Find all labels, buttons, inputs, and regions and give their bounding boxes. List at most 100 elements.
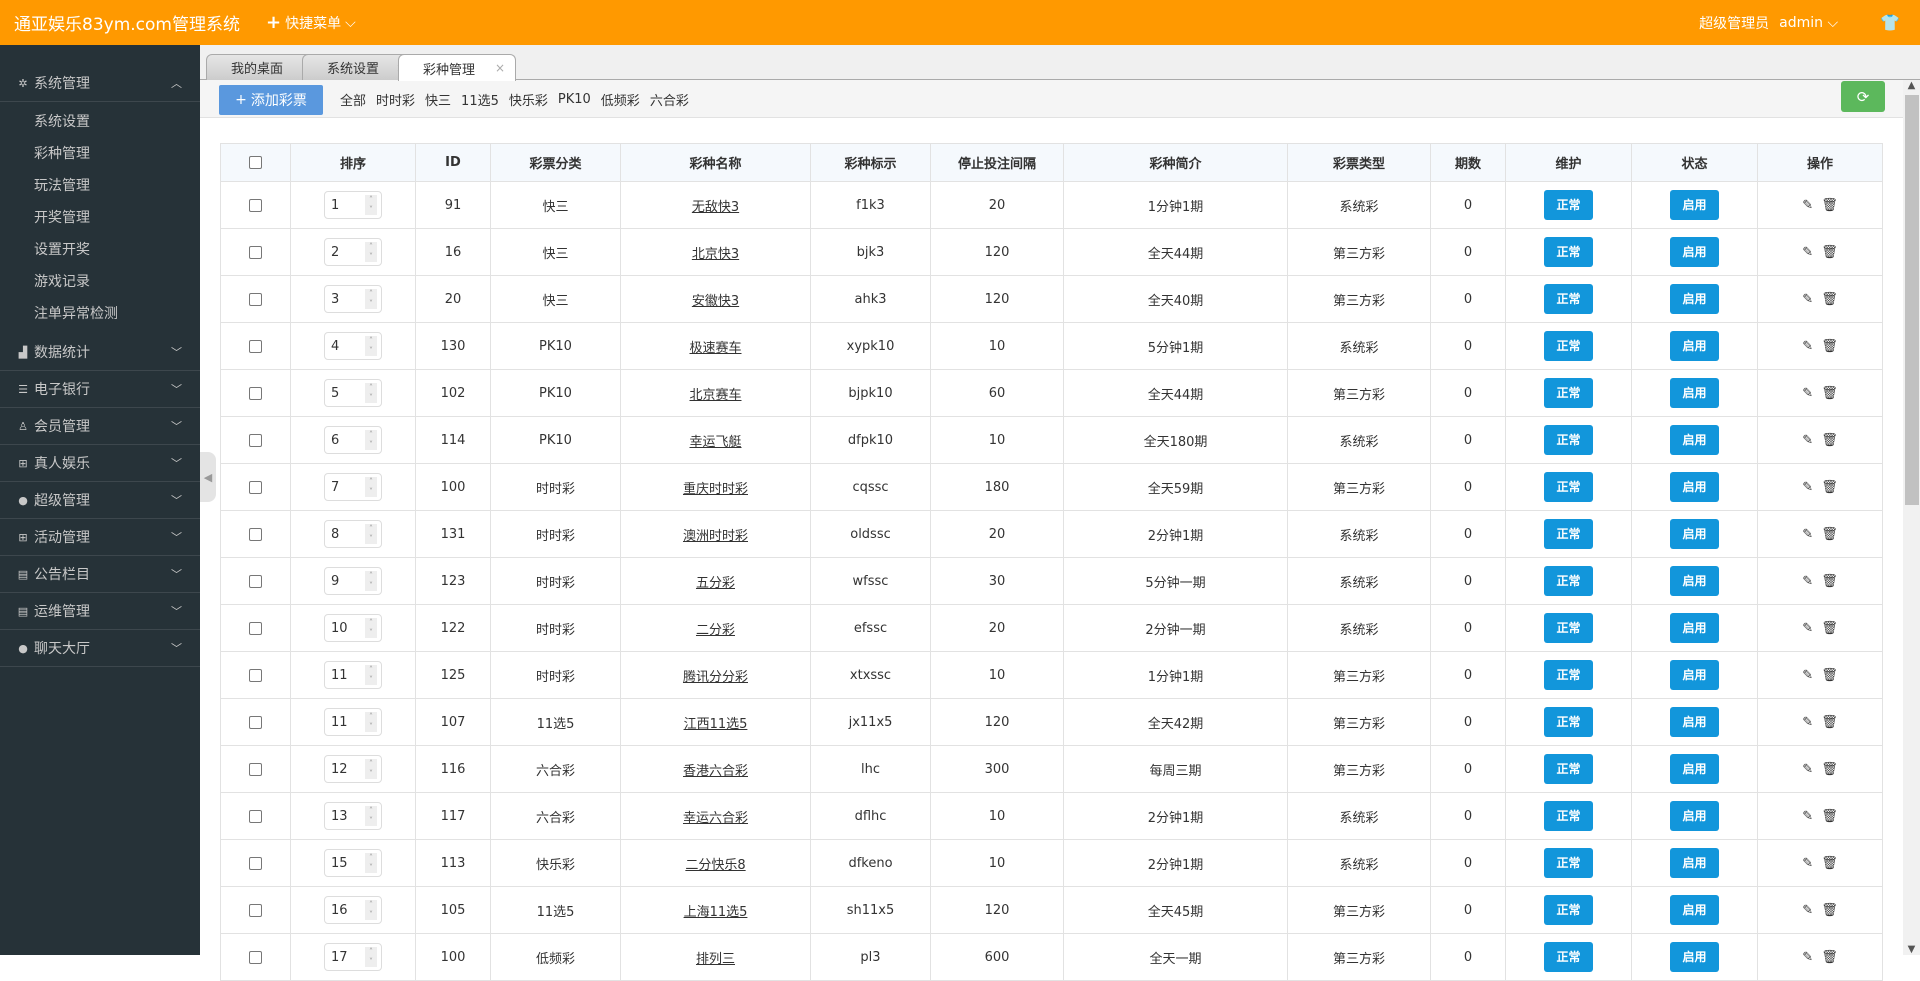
row-checkbox[interactable] (249, 433, 262, 447)
edit-icon[interactable]: ✎ (1802, 432, 1814, 448)
edit-icon[interactable]: ✎ (1802, 244, 1814, 260)
edit-icon[interactable]: ✎ (1802, 902, 1814, 918)
quick-menu-button[interactable]: + 快捷菜单 ⌵ (266, 12, 356, 33)
sort-order-input[interactable]: 4 ˄ ˅ (324, 332, 382, 360)
maintain-button[interactable]: 正常 (1544, 425, 1593, 455)
stepper-icon[interactable]: ˄ ˅ (365, 430, 377, 450)
lottery-name-link[interactable]: 香港六合彩 (682, 763, 748, 779)
maintain-button[interactable]: 正常 (1544, 660, 1593, 690)
trash-icon[interactable]: 🗑 (1821, 197, 1838, 213)
status-button[interactable]: 启用 (1670, 801, 1719, 831)
status-button[interactable]: 启用 (1670, 660, 1719, 690)
trash-icon[interactable]: 🗑 (1821, 479, 1838, 495)
status-button[interactable]: 启用 (1670, 848, 1719, 878)
user-menu[interactable]: admin ⌵ (1779, 15, 1838, 31)
maintain-button[interactable]: 正常 (1544, 472, 1593, 502)
sort-order-input[interactable]: 9 ˄ ˅ (324, 567, 382, 595)
stepper-icon[interactable]: ˄ ˅ (365, 571, 377, 591)
stepper-icon[interactable]: ˄ ˅ (365, 618, 377, 638)
trash-icon[interactable]: 🗑 (1821, 808, 1838, 824)
sort-order-input[interactable]: 15 ˄ ˅ (324, 849, 382, 877)
trash-icon[interactable]: 🗑 (1821, 573, 1838, 589)
edit-icon[interactable]: ✎ (1802, 338, 1814, 354)
row-checkbox[interactable] (249, 621, 262, 635)
sort-order-input[interactable]: 12 ˄ ˅ (324, 755, 382, 783)
row-checkbox[interactable] (249, 762, 262, 776)
stepper-icon[interactable]: ˄ ˅ (365, 665, 377, 685)
close-icon[interactable]: × (494, 61, 505, 75)
edit-icon[interactable]: ✎ (1802, 667, 1814, 683)
edit-icon[interactable]: ✎ (1802, 949, 1814, 965)
maintain-button[interactable]: 正常 (1544, 284, 1593, 314)
edit-icon[interactable]: ✎ (1802, 197, 1814, 213)
sidebar-item[interactable]: 玩法管理 (34, 178, 90, 194)
sort-order-input[interactable]: 11 ˄ ˅ (324, 708, 382, 736)
maintain-button[interactable]: 正常 (1544, 942, 1593, 972)
vertical-scrollbar[interactable]: ▲ ▼ (1903, 80, 1920, 955)
lottery-name-link[interactable]: 幸运六合彩 (682, 810, 748, 826)
lottery-name-link[interactable]: 北京快3 (691, 246, 740, 262)
sidebar-group-7[interactable]: ▤ 公告栏目 ﹀ (0, 556, 200, 593)
sort-order-input[interactable]: 10 ˄ ˅ (324, 614, 382, 642)
sort-order-input[interactable]: 5 ˄ ˅ (324, 379, 382, 407)
filter-0[interactable]: 全部 (340, 93, 367, 109)
scroll-down-icon[interactable]: ▼ (1907, 944, 1916, 955)
trash-icon[interactable]: 🗑 (1821, 526, 1838, 542)
row-checkbox[interactable] (249, 198, 262, 212)
edit-icon[interactable]: ✎ (1802, 855, 1814, 871)
sidebar-group-1[interactable]: ▟ 数据统计 ﹀ (0, 334, 200, 371)
status-button[interactable]: 启用 (1670, 284, 1719, 314)
stepper-icon[interactable]: ˄ ˅ (365, 900, 377, 920)
add-lottery-button[interactable]: + 添加彩票 (219, 85, 323, 115)
lottery-name-link[interactable]: 二分彩 (695, 622, 735, 638)
row-checkbox[interactable] (249, 574, 262, 588)
theme-shirt-icon[interactable]: 👕 (1880, 13, 1900, 32)
lottery-name-link[interactable]: 二分快乐8 (685, 857, 746, 873)
sort-order-input[interactable]: 7 ˄ ˅ (324, 473, 382, 501)
sort-order-input[interactable]: 16 ˄ ˅ (324, 896, 382, 924)
status-button[interactable]: 启用 (1670, 707, 1719, 737)
stepper-icon[interactable]: ˄ ˅ (365, 759, 377, 779)
select-all-checkbox[interactable] (249, 156, 262, 169)
trash-icon[interactable]: 🗑 (1821, 432, 1838, 448)
row-checkbox[interactable] (249, 668, 262, 682)
row-checkbox[interactable] (249, 715, 262, 729)
trash-icon[interactable]: 🗑 (1821, 385, 1838, 401)
trash-icon[interactable]: 🗑 (1821, 949, 1838, 965)
status-button[interactable]: 启用 (1670, 613, 1719, 643)
sidebar-group-4[interactable]: ⊞ 真人娱乐 ﹀ (0, 445, 200, 482)
row-checkbox[interactable] (249, 950, 262, 964)
sort-order-input[interactable]: 11 ˄ ˅ (324, 661, 382, 689)
edit-icon[interactable]: ✎ (1802, 761, 1814, 777)
scrollbar-thumb[interactable] (1905, 95, 1919, 505)
lottery-name-link[interactable]: 上海11选5 (683, 904, 748, 920)
sidebar-group-6[interactable]: ⊞ 活动管理 ﹀ (0, 519, 200, 556)
sort-order-input[interactable]: 13 ˄ ˅ (324, 802, 382, 830)
sort-order-input[interactable]: 3 ˄ ˅ (324, 285, 382, 313)
status-button[interactable]: 启用 (1670, 942, 1719, 972)
trash-icon[interactable]: 🗑 (1821, 291, 1838, 307)
status-button[interactable]: 启用 (1670, 425, 1719, 455)
row-checkbox[interactable] (249, 809, 262, 823)
sidebar-item[interactable]: 彩种管理 (34, 146, 90, 162)
lottery-name-link[interactable]: 安徽快3 (691, 293, 740, 309)
lottery-name-link[interactable]: 幸运飞艇 (689, 434, 742, 450)
sidebar-item[interactable]: 开奖管理 (34, 210, 90, 226)
edit-icon[interactable]: ✎ (1802, 385, 1814, 401)
maintain-button[interactable]: 正常 (1544, 848, 1593, 878)
lottery-name-link[interactable]: 北京赛车 (689, 387, 742, 403)
sort-order-input[interactable]: 17 ˄ ˅ (324, 943, 382, 971)
lottery-name-link[interactable]: 腾讯分分彩 (682, 669, 748, 685)
maintain-button[interactable]: 正常 (1544, 801, 1593, 831)
trash-icon[interactable]: 🗑 (1821, 244, 1838, 260)
maintain-button[interactable]: 正常 (1544, 190, 1593, 220)
maintain-button[interactable]: 正常 (1544, 754, 1593, 784)
edit-icon[interactable]: ✎ (1802, 291, 1814, 307)
stepper-icon[interactable]: ˄ ˅ (365, 524, 377, 544)
trash-icon[interactable]: 🗑 (1821, 667, 1838, 683)
stepper-icon[interactable]: ˄ ˅ (365, 853, 377, 873)
status-button[interactable]: 启用 (1670, 378, 1719, 408)
trash-icon[interactable]: 🗑 (1821, 620, 1838, 636)
lottery-name-link[interactable]: 澳洲时时彩 (682, 528, 748, 544)
stepper-icon[interactable]: ˄ ˅ (365, 336, 377, 356)
